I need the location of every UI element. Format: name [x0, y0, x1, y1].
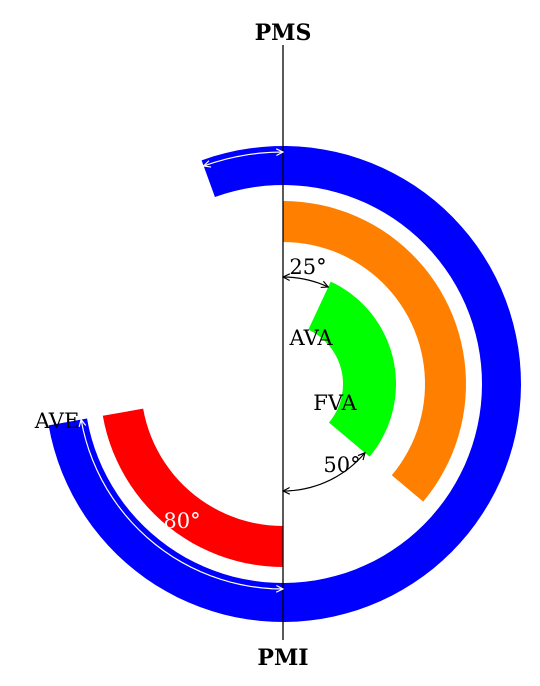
angle-25-label: 25° — [289, 255, 326, 279]
fva-label: FVA — [313, 391, 357, 415]
angle-80-arc — [81, 420, 283, 589]
angle-80-label: 80° — [163, 509, 200, 533]
green-band — [308, 281, 396, 457]
angle-20-label: 20° — [220, 124, 257, 148]
pmi-label: PMI — [257, 645, 308, 671]
ava-label: AVA — [288, 326, 333, 350]
phase-bands — [48, 146, 522, 622]
orange-band — [283, 201, 466, 502]
pms-label: PMS — [255, 20, 312, 46]
angle-50-arc — [283, 453, 365, 491]
ave-label: AVE — [34, 409, 80, 433]
angle-arcs — [81, 152, 365, 589]
angle-25-arc — [283, 277, 328, 287]
angle-50-label: 50° — [323, 453, 360, 477]
angle-20-arc — [204, 152, 283, 166]
